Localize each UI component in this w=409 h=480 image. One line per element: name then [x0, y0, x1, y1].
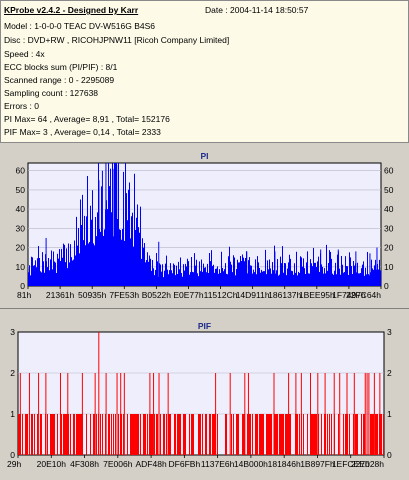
info-sampling-count: Sampling count : 127638: [4, 88, 99, 98]
pif-chart-panel: PIF 0 0 1 1 2 2 3 3 29h 20E10h 4F308h 7E006h ADF48h D…: [0, 310, 409, 480]
pi-xtick-label: 1F7497h: [332, 290, 366, 300]
info-scanned-range: Scanned range : 0 - 2295089: [4, 75, 115, 85]
pif-chart-title: PIF: [197, 321, 212, 331]
pi-ytick-right-50: 50: [384, 185, 394, 195]
pi-xtick-label: 50935h: [78, 290, 107, 300]
pif-xtick-label: ADF48h: [135, 459, 166, 469]
pi-xtick-label: 14D911h: [236, 290, 270, 300]
pi-ytick-right-40: 40: [384, 204, 394, 214]
pi-ytick-right-0: 0: [384, 281, 389, 291]
pif-ytick-left-3: 3: [10, 327, 15, 337]
pi-ytick-right-60: 60: [384, 166, 394, 176]
pi-ytick-left-60: 60: [16, 166, 26, 176]
pi-ytick-left-30: 30: [16, 223, 26, 233]
pif-ytick-right-0: 0: [387, 450, 392, 460]
pi-ytick-right-10: 10: [384, 262, 394, 272]
info-disc: Disc : DVD+RW , RICOHJPNW11 [Ricoh Compa…: [4, 35, 230, 45]
info-panel: KProbe v2.4.2 - Designed by Karr Date : …: [0, 0, 409, 143]
pi-ytick-left-40: 40: [16, 204, 26, 214]
pi-ytick-left-10: 10: [16, 262, 26, 272]
pi-xtick-label: B0522h: [142, 290, 172, 300]
info-pi-stats: PI Max= 64 , Average= 8,91 , Total= 1521…: [4, 114, 170, 124]
app-title: KProbe v2.4.2 - Designed by Karr: [4, 5, 139, 15]
pi-chart-title: PI: [200, 151, 209, 161]
pif-ytick-left-0: 0: [10, 450, 15, 460]
pif-xtick-label: 1B897Fh: [300, 459, 335, 469]
pif-xtick-label: 1EFCEEh: [332, 459, 370, 469]
pif-xtick-label: DF6FBh: [169, 459, 201, 469]
pi-xtick-label: 81h: [17, 290, 31, 300]
pif-xtick-label: 227028h: [351, 459, 384, 469]
info-errors: Errors : 0: [4, 101, 39, 111]
pif-xtick-label: 1137E6h: [201, 459, 235, 469]
pif-xtick-label: 4F308h: [70, 459, 99, 469]
pif-ytick-right-3: 3: [387, 327, 392, 337]
pi-xtick-label: 1BEE95h: [299, 290, 335, 300]
pi-ytick-left-50: 50: [16, 185, 26, 195]
chart-divider: [0, 308, 409, 309]
scan-date: Date : 2004-11-14 18:50:57: [205, 5, 309, 15]
pi-xtick-label: 186137h: [268, 290, 301, 300]
pi-ytick-right-20: 20: [384, 243, 394, 253]
pi-ytick-left-20: 20: [16, 243, 26, 253]
info-model: Model : 1-0-0-0 TEAC DV-W516G B4S6: [4, 21, 156, 31]
pi-ytick-right-30: 30: [384, 223, 394, 233]
info-pif-stats: PIF Max= 3 , Average= 0,14 , Total= 2333: [4, 127, 161, 137]
pif-xtick-label: 14B000h: [234, 459, 268, 469]
pi-chart-panel: PI 0 0 10 10 20 20 30 30 40 40 50 50 60 60 81h 21361h 50…: [0, 143, 409, 308]
pi-xtick-label: 11512Ch: [204, 290, 238, 300]
pi-xtick-label: 22FC64h: [346, 290, 381, 300]
pif-xtick-label: 7E006h: [103, 459, 133, 469]
pif-ytick-left-1: 1: [10, 409, 15, 419]
pif-ytick-right-1: 1: [387, 409, 392, 419]
info-ecc-blocks: ECC blocks sum (PI/PIF) : 8/1: [4, 62, 118, 72]
pif-ytick-left-2: 2: [10, 368, 15, 378]
pif-xtick-label: 181846h: [268, 459, 301, 469]
pi-xtick-label: 21361h: [46, 290, 75, 300]
pi-ytick-left-0: 0: [20, 281, 25, 291]
pi-xtick-label: E0E77h: [173, 290, 204, 300]
pi-chart: 0 0 10 10 20 20 30 30 40 40 50 50 60 60 81h 21361h 50935…: [16, 162, 394, 300]
pif-chart: 0 0 1 1 2 2 3 3 29h 20E10h 4F308h 7E006h ADF48h DF6FB…: [7, 327, 392, 469]
pi-xtick-label: 7FE53h: [109, 290, 139, 300]
pif-ytick-right-2: 2: [387, 368, 392, 378]
info-speed: Speed : 4x: [4, 49, 45, 59]
pif-xtick-label: 29h: [7, 459, 21, 469]
pif-xtick-label: 20E10h: [37, 459, 67, 469]
